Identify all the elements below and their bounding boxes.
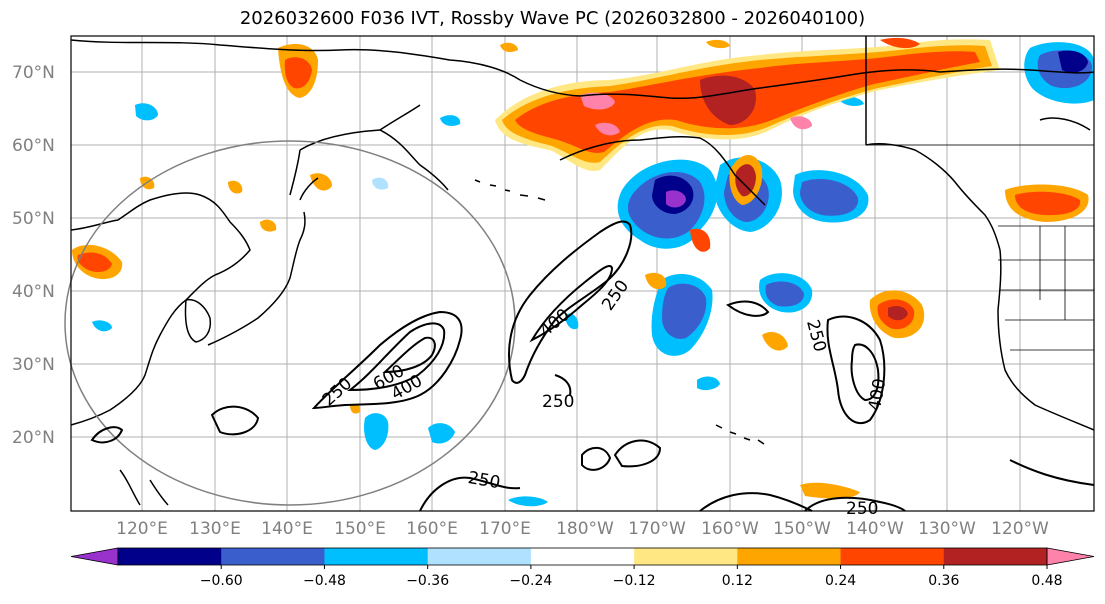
colorbar [70, 547, 1095, 566]
colorbar-tick-label: −0.12 [613, 573, 656, 589]
longitude-labels: 120°E 130°E 140°E 150°E 160°E 170°E 180°… [116, 519, 1049, 539]
lon-label: 180°W [556, 519, 614, 539]
lat-label: 40°N [12, 282, 55, 302]
contour-label: 250 [542, 392, 574, 412]
positive-ivt-patches [72, 37, 1089, 499]
lon-label: 170°W [628, 519, 686, 539]
colorbar-segment [943, 548, 1048, 565]
colorbar-tick-label: −0.60 [200, 573, 243, 589]
lat-label: 60°N [12, 136, 55, 156]
colorbar-segment [840, 548, 945, 565]
contour-label: 250 [846, 499, 878, 519]
colorbar-extend-low [70, 547, 119, 566]
colorbar-tick-label: −0.24 [509, 573, 552, 589]
gridlines [71, 36, 1094, 511]
colorbar-tick-label: 0.48 [1031, 573, 1062, 589]
colorbar-extend-high [1046, 547, 1095, 566]
colorbar-tick-label: 0.36 [928, 573, 959, 589]
lon-label: 150°W [773, 519, 831, 539]
colorbar-outline [117, 547, 1048, 566]
lon-label: 160°E [406, 519, 458, 539]
colorbar-segment [530, 548, 635, 565]
lat-label: 50°N [12, 209, 55, 229]
lat-label: 30°N [12, 355, 55, 375]
colorbar-tick-label: 0.24 [825, 573, 856, 589]
colorbar-segment [324, 548, 429, 565]
colorbar-segment [427, 548, 532, 565]
political-borders [866, 144, 1094, 351]
colorbar-ticks: −0.60 −0.48 −0.36 −0.24 −0.12 0.12 0.24 0.36 0.4… [200, 565, 1063, 589]
lon-label: 130°E [189, 519, 241, 539]
colorbar-segment [221, 548, 325, 565]
map-frame [70, 35, 1095, 512]
latitude-labels: 70°N 60°N 50°N 40°N 30°N 20°N [12, 63, 55, 448]
colorbar-tick-label: 0.12 [722, 573, 753, 589]
colorbar-segment [634, 548, 738, 565]
lon-label: 150°E [334, 519, 386, 539]
colorbar-segment [737, 548, 842, 565]
lon-label: 140°W [846, 519, 904, 539]
colorbar-tick-label: −0.36 [406, 573, 449, 589]
lon-label: 170°E [479, 519, 531, 539]
lon-label: 130°W [918, 519, 976, 539]
lat-label: 70°N [12, 63, 55, 83]
coastlines [70, 36, 1095, 506]
lon-label: 140°E [261, 519, 313, 539]
colorbar-segment [118, 548, 222, 565]
lat-label: 20°N [12, 428, 55, 448]
ivt-contours [90, 220, 1095, 512]
lon-label: 160°W [701, 519, 759, 539]
lon-label: 120°E [116, 519, 168, 539]
map-title: 2026032600 F036 IVT, Rossby Wave PC (202… [239, 8, 866, 29]
colorbar-tick-label: −0.48 [303, 573, 346, 589]
lon-label: 120°W [991, 519, 1049, 539]
